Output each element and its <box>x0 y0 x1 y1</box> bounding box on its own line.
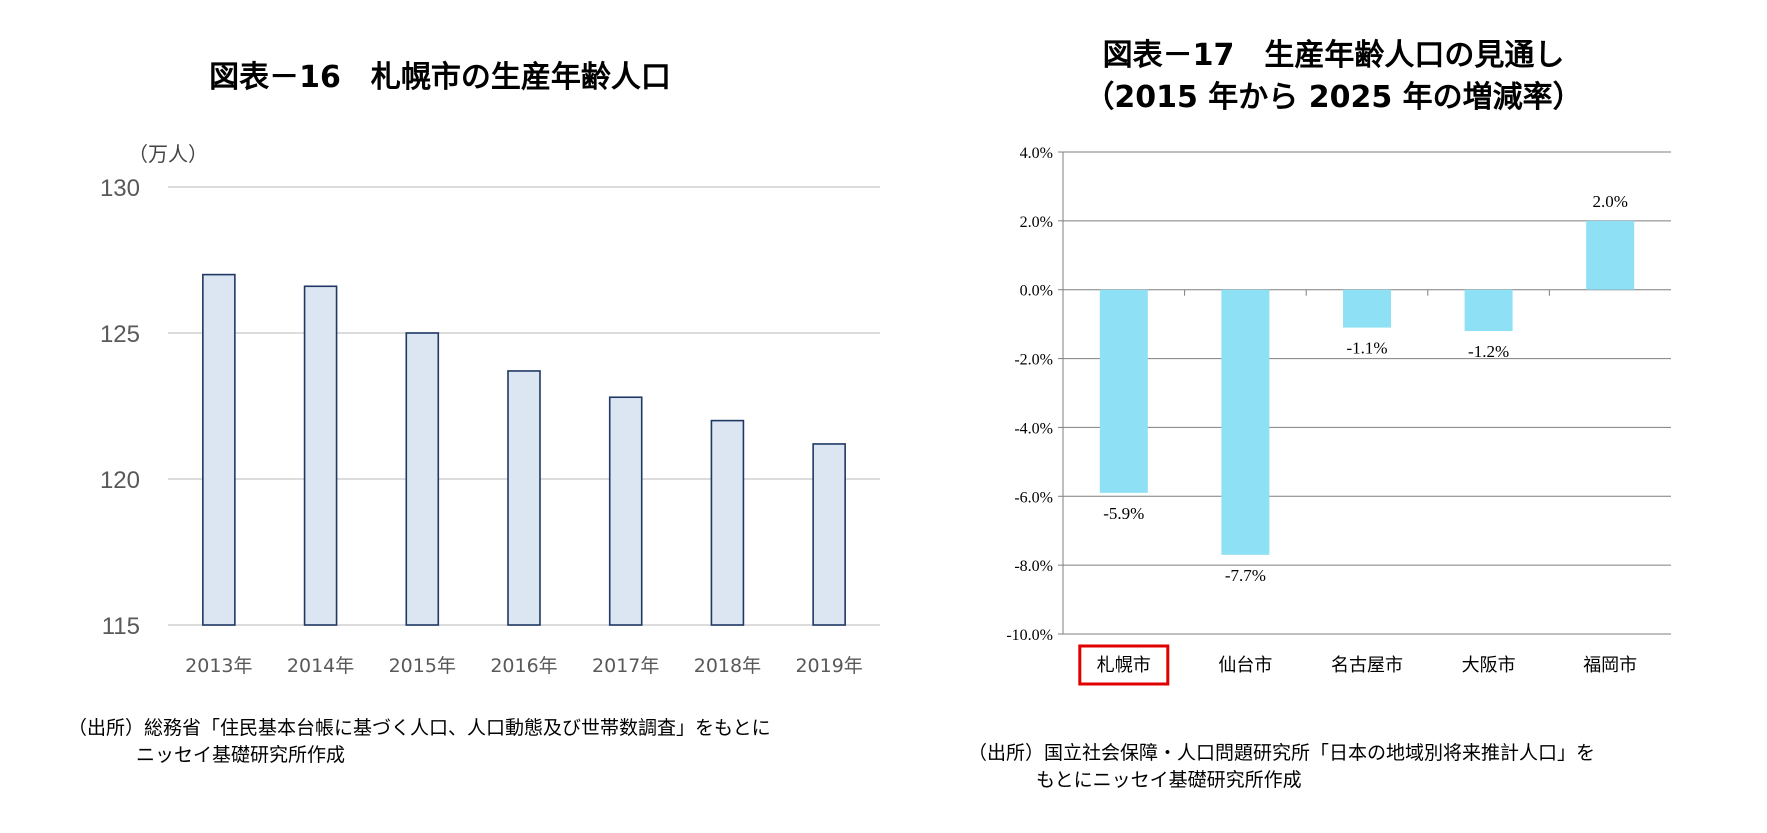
bar <box>1099 289 1148 493</box>
y-tick-label: 115 <box>102 613 140 640</box>
source-note: （出所）総務省「住民基本台帳に基づく人口、人口動態及び世帯数調査」をもとに ニッ… <box>68 715 771 769</box>
bar <box>1221 289 1270 555</box>
data-label: -5.9% <box>1103 504 1144 523</box>
bar-chart-sapporo: 115 120 125 130 2013年 2014年 2015年 2016年 2017年 201… <box>100 175 880 677</box>
bar <box>608 396 643 626</box>
bar <box>1464 289 1513 332</box>
x-tick-label: 福岡市 <box>1583 655 1637 676</box>
data-label: -1.2% <box>1468 342 1509 361</box>
y-tick-label: -8.0% <box>1014 558 1053 575</box>
y-tick-label: 4.0% <box>1020 145 1053 162</box>
bar <box>405 332 440 626</box>
y-tick-label: -2.0% <box>1014 352 1053 369</box>
x-tick-label: 2014年 <box>287 655 354 677</box>
y-tick-label: 125 <box>100 321 140 348</box>
y-tick-label: 2.0% <box>1020 214 1053 231</box>
x-tick-label: 2015年 <box>389 655 456 677</box>
bar-chart-forecast: -10.0% -8.0% -6.0% -4.0% -2.0% 0.0% 2.0% 4.0% -5… <box>1006 145 1671 686</box>
bar <box>303 285 338 626</box>
x-tick-label: 2016年 <box>490 655 557 677</box>
y-axis-unit-label: （万人） <box>128 142 208 166</box>
source-line: ニッセイ基礎研究所作成 <box>136 744 346 766</box>
y-tick-label: 120 <box>100 467 140 494</box>
bar <box>202 273 236 626</box>
x-tick-label: 2013年 <box>185 655 252 677</box>
chart-panel-sapporo-population: 図表－16 札幌市の生産年齢人口 （万人） 115 120 125 130 2013年 2… <box>68 60 880 769</box>
bar <box>1586 220 1635 290</box>
x-tick-label: 札幌市 <box>1097 655 1151 676</box>
bar <box>710 419 745 626</box>
source-note: （出所）国立社会保障・人口問題研究所「日本の地域別将来推計人口」を もとにニッセ… <box>968 740 1595 794</box>
y-tick-label: -10.0% <box>1006 627 1053 644</box>
x-tick-label: 仙台市 <box>1218 655 1272 676</box>
x-tick-label: 2018年 <box>694 655 761 677</box>
y-tick-label: -6.0% <box>1014 489 1053 506</box>
highlight-box <box>1078 644 1170 686</box>
bar <box>1343 289 1391 328</box>
data-label: 2.0% <box>1592 192 1627 211</box>
y-tick-label: 0.0% <box>1020 283 1053 300</box>
chart-panel-forecast: 図表－17 生産年齢人口の見通し （2015 年から 2025 年の増減率） -… <box>900 0 1767 833</box>
x-tick-label: 大阪市 <box>1462 655 1516 676</box>
chart-title: 図表－17 生産年齢人口の見通し <box>1102 38 1565 73</box>
source-line: もとにニッセイ基礎研究所作成 <box>1036 769 1302 791</box>
x-tick-label: 2017年 <box>592 655 659 677</box>
chart-subtitle: （2015 年から 2025 年の増減率） <box>1084 80 1583 115</box>
y-tick-label: -4.0% <box>1014 420 1053 437</box>
data-label: -7.7% <box>1225 566 1266 585</box>
data-label: -1.1% <box>1346 339 1387 358</box>
x-tick-label: 2019年 <box>795 655 862 677</box>
source-line: （出所）国立社会保障・人口問題研究所「日本の地域別将来推計人口」を <box>968 742 1596 764</box>
y-tick-label: 130 <box>100 175 140 202</box>
x-tick-label: 名古屋市 <box>1331 655 1403 676</box>
chart-title: 図表－16 札幌市の生産年齢人口 <box>209 60 671 95</box>
bar <box>812 443 846 626</box>
source-line: （出所）総務省「住民基本台帳に基づく人口、人口動態及び世帯数調査」をもとに <box>68 717 771 739</box>
bar <box>507 370 541 626</box>
